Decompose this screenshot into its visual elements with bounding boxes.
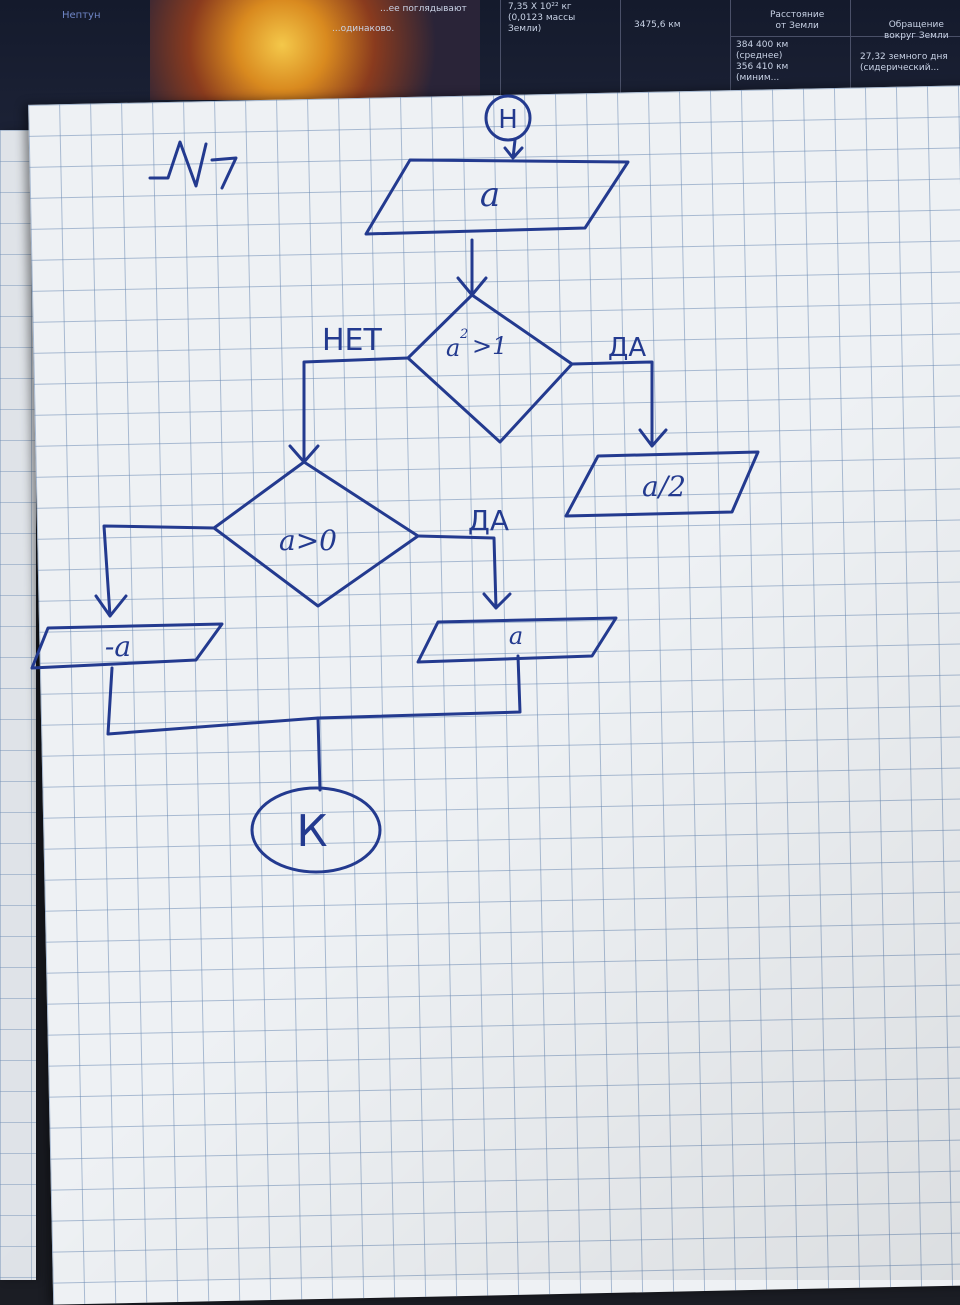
arrow-condition1-yes — [570, 360, 668, 448]
poster-distance-values: 384 400 км (среднее) 356 410 км (миним..… — [736, 40, 789, 83]
output-a-half-block — [564, 450, 760, 518]
notebook-left-page — [0, 130, 36, 1280]
condition1-yes-label: ДА — [608, 333, 646, 363]
end-label: К — [296, 806, 327, 857]
arrow-input-to-condition1 — [456, 238, 488, 297]
input-label: a — [480, 175, 500, 215]
poster-table-divider — [500, 0, 501, 95]
start-label: Н — [498, 105, 518, 135]
task-number: №7 — [148, 142, 226, 198]
merge-line — [106, 654, 522, 736]
poster-illustration — [150, 0, 480, 100]
poster-planet-label: Нептун — [62, 10, 101, 21]
poster-distance-header: Расстояние от Земли — [770, 10, 825, 31]
condition1-diamond — [406, 293, 574, 444]
arrow-condition1-no — [288, 356, 410, 464]
poster-orbit-header: Обращение вокруг Земли — [884, 20, 949, 41]
output-minus-a-label: -a — [105, 630, 131, 663]
start-terminal — [484, 94, 532, 142]
input-block — [364, 158, 630, 236]
condition2-yes-label: ДА — [468, 504, 509, 537]
task-number-mark — [148, 140, 208, 188]
poster-table-divider — [620, 0, 621, 95]
poster-table-divider — [730, 0, 731, 95]
poster-orbit-values: 27,32 земного дня (сидерический... — [860, 52, 948, 73]
condition2-diamond — [212, 460, 420, 608]
poster-table-divider — [730, 36, 960, 37]
condition1-exponent: 2 — [459, 327, 468, 342]
arrow-condition2-yes — [416, 534, 512, 610]
poster-watch-text: ...ее поглядывают — [380, 4, 467, 14]
poster-radius-text: 3475,6 км — [634, 20, 681, 30]
condition1-no-label: НЕТ — [322, 323, 383, 358]
condition2-label: a>0 — [279, 524, 337, 557]
arrow-condition2-no — [94, 524, 216, 618]
poster-mass-text: 7,35 X 10²² кг (0,0123 массы Земли) — [508, 2, 576, 34]
arrow-merge-to-end — [316, 716, 322, 792]
end-terminal — [250, 786, 382, 874]
output-minus-a-block — [30, 622, 224, 670]
poster-table-divider — [850, 0, 851, 95]
arrow-start-to-input — [503, 138, 524, 160]
poster-same-side-text: ...одинаково. — [332, 24, 395, 34]
condition1-base: a — [446, 334, 460, 362]
output-a-half-label: a/2 — [642, 470, 686, 503]
output-a-block — [416, 616, 618, 664]
condition1-rest: >1 — [472, 332, 507, 360]
task-number-seven — [210, 156, 238, 190]
output-a-label: a — [509, 622, 523, 650]
